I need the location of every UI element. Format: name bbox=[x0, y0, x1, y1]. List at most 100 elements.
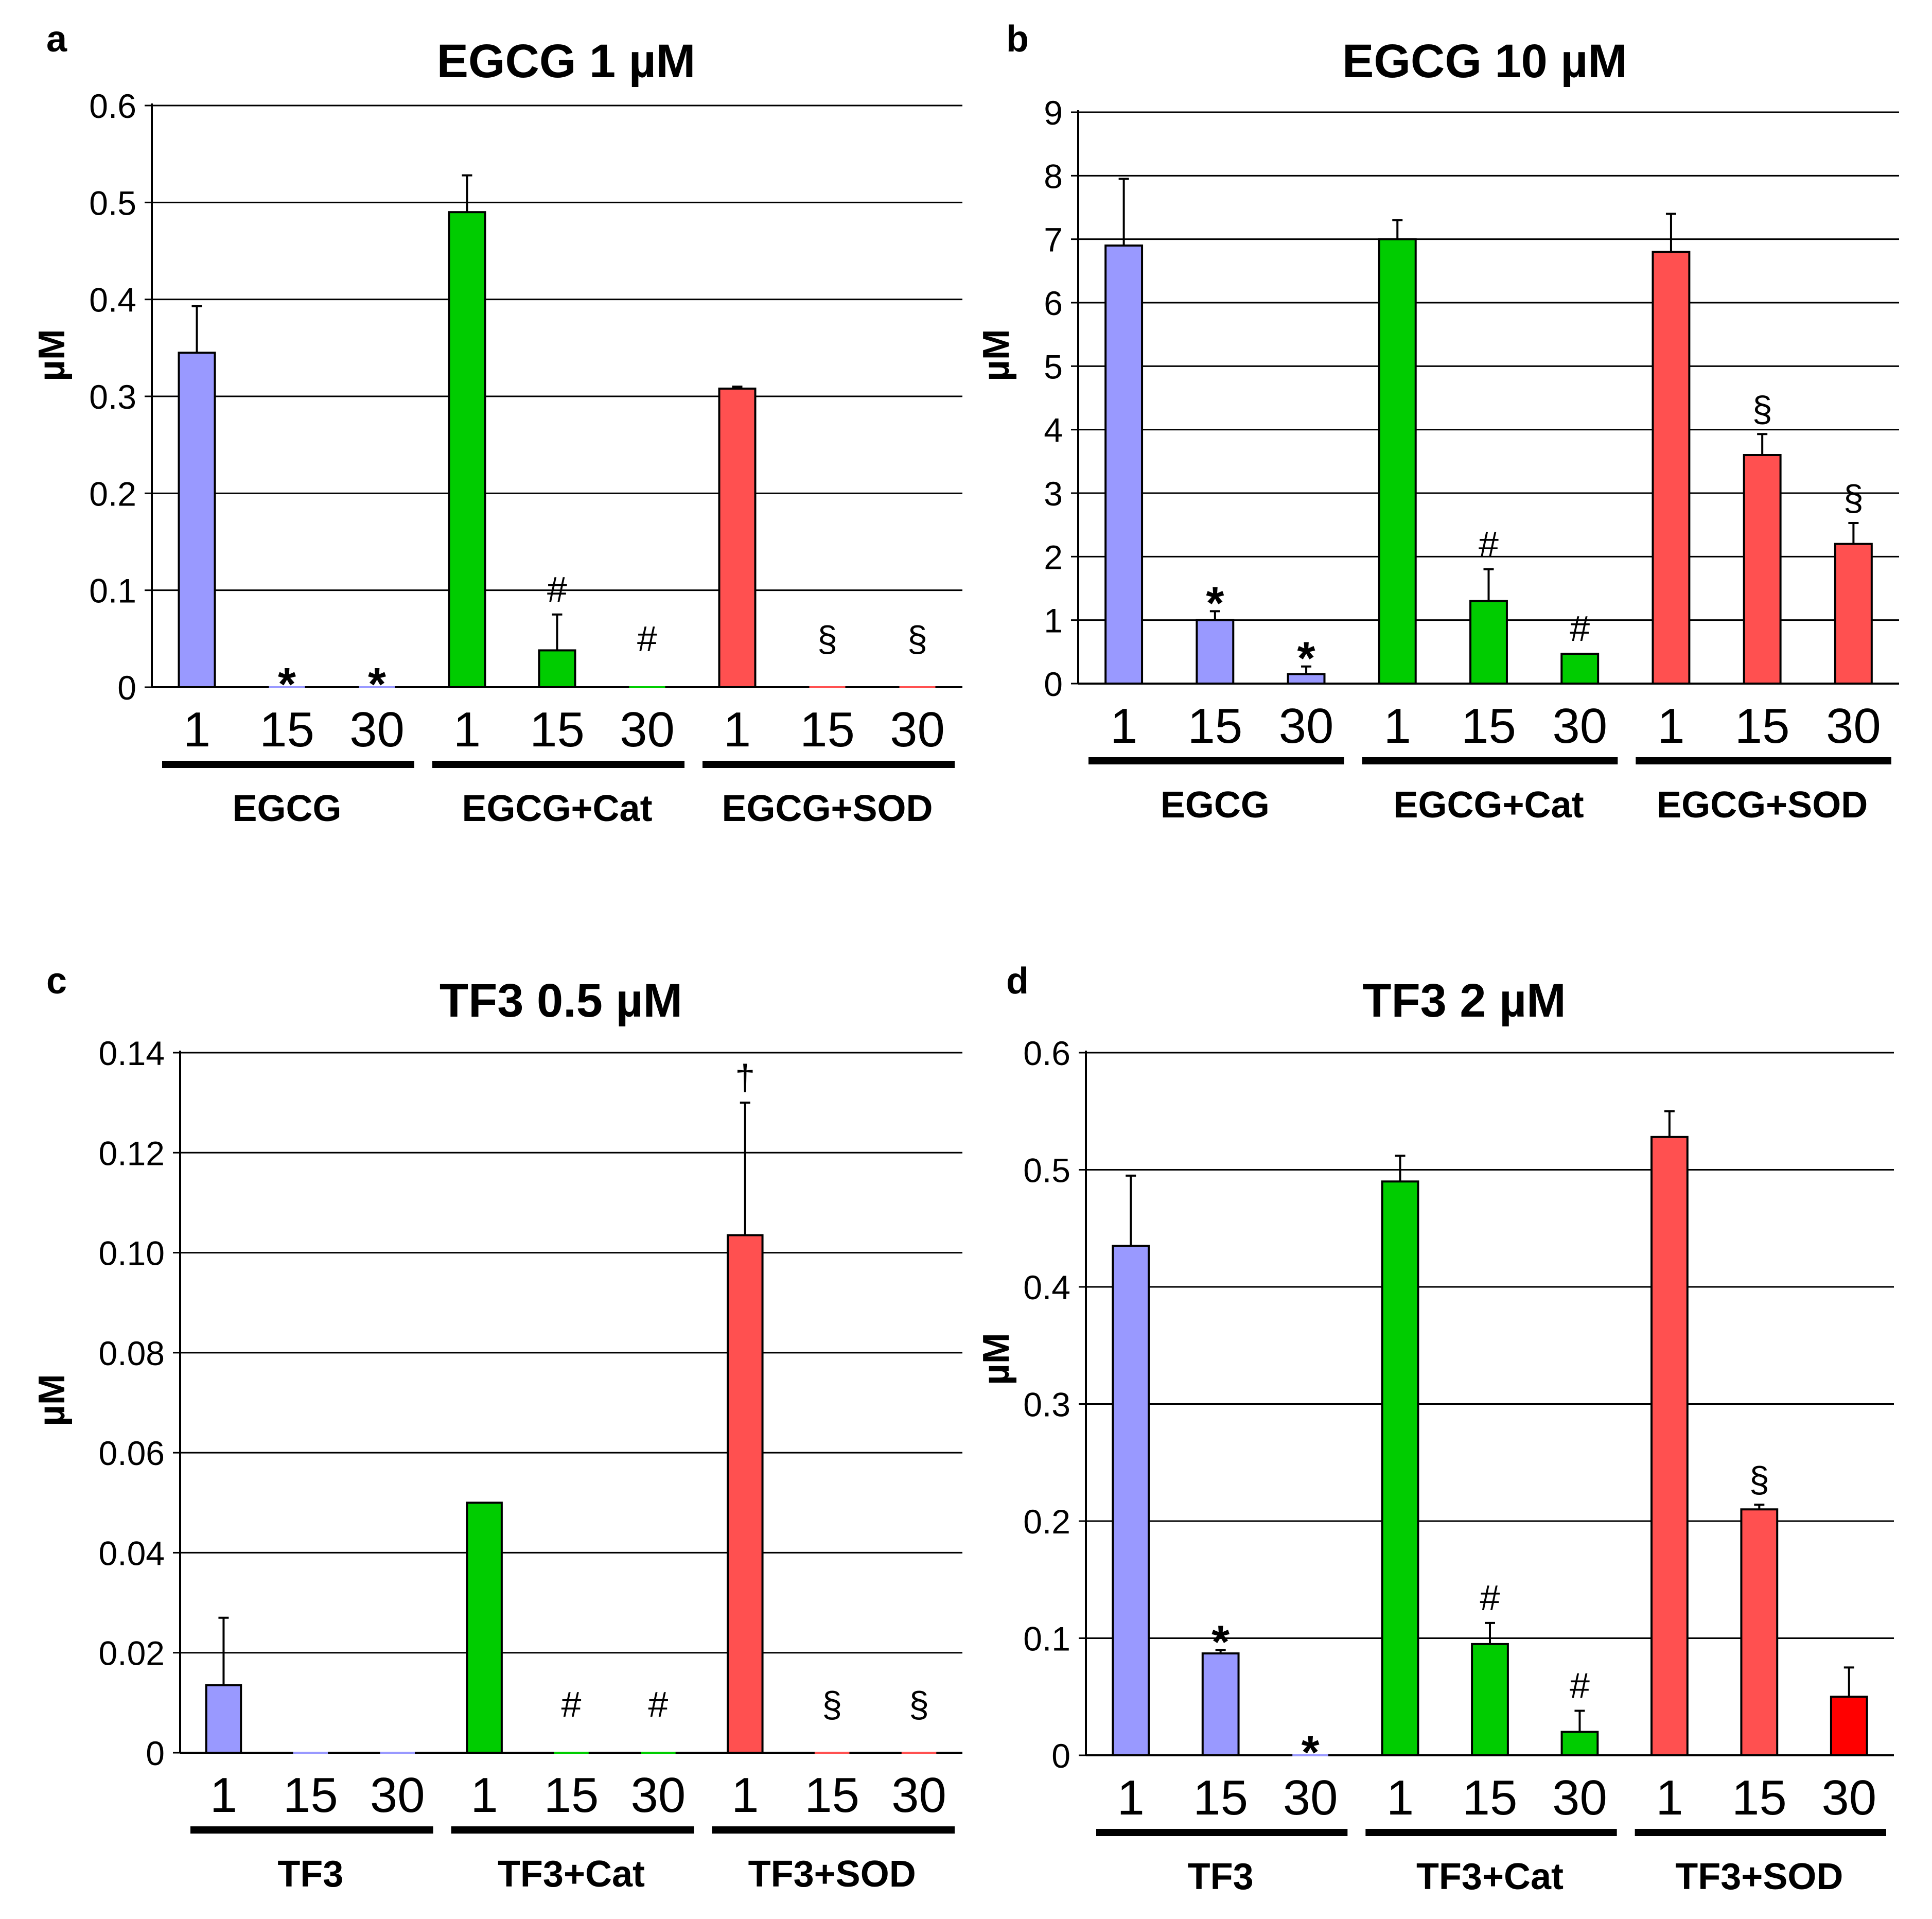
significance-mark: § bbox=[817, 619, 837, 659]
x-tick-label: 1 bbox=[731, 1768, 759, 1823]
panel-letter: c bbox=[46, 961, 67, 1002]
x-tick-label: 30 bbox=[1552, 699, 1607, 754]
bar bbox=[1834, 543, 1873, 685]
y-tick-label: 0.1 bbox=[1023, 1620, 1070, 1658]
x-tick-label: 15 bbox=[1187, 699, 1242, 754]
y-tick-label: 7 bbox=[1044, 221, 1063, 259]
group-label: EGCG bbox=[1161, 784, 1270, 826]
group-label: EGCG+SOD bbox=[722, 788, 933, 829]
x-tick-label: 1 bbox=[470, 1768, 498, 1823]
bar bbox=[1830, 1696, 1868, 1756]
y-axis-label: µM bbox=[976, 1333, 1017, 1385]
bar bbox=[1560, 653, 1600, 685]
y-tick-label: 0.4 bbox=[1023, 1268, 1070, 1306]
bar bbox=[1378, 238, 1417, 685]
group-label: TF3+Cat bbox=[1416, 1856, 1564, 1897]
x-tick-label: 30 bbox=[1279, 699, 1334, 754]
bar bbox=[448, 211, 486, 688]
group-label: TF3+SOD bbox=[748, 1854, 916, 1895]
y-axis-label: µM bbox=[31, 329, 73, 381]
y-tick-label: 0.4 bbox=[89, 281, 136, 319]
x-tick-label: 15 bbox=[1735, 699, 1790, 754]
bar bbox=[538, 649, 576, 689]
x-tick-label: 15 bbox=[804, 1768, 859, 1823]
x-tick-label: 1 bbox=[1384, 699, 1411, 754]
bar bbox=[178, 352, 216, 688]
y-tick-label: 0 bbox=[117, 669, 136, 707]
x-tick-label: 30 bbox=[349, 702, 405, 757]
significance-mark: # bbox=[648, 1684, 668, 1724]
y-tick-label: 1 bbox=[1044, 602, 1063, 640]
y-tick-label: 0 bbox=[1051, 1737, 1070, 1775]
y-tick-label: 0 bbox=[1044, 665, 1063, 703]
significance-mark: § bbox=[1752, 389, 1772, 429]
significance-mark: * bbox=[368, 659, 386, 710]
y-tick-label: 0.12 bbox=[99, 1134, 165, 1172]
panel-a: a EGCG 1 µM µM 00.10.20.30.40.50.61*15*3… bbox=[31, 19, 962, 829]
panel-c: c TF3 0.5 µM µM 0 0.02 0.04 0.06 0.08 0.10 0.1… bbox=[31, 961, 962, 1895]
y-tick-label: 0.3 bbox=[89, 378, 136, 416]
significance-mark: # bbox=[561, 1684, 582, 1724]
significance-mark: * bbox=[1211, 1616, 1230, 1668]
significance-mark: § bbox=[909, 1684, 929, 1724]
y-tick-label: 5 bbox=[1044, 347, 1063, 386]
panel-letter: a bbox=[46, 19, 67, 60]
chart-title: EGCG 10 µM bbox=[1342, 35, 1627, 88]
x-tick-label: 15 bbox=[1732, 1770, 1787, 1825]
x-tick-label: 1 bbox=[453, 702, 481, 757]
x-tick-label: 1 bbox=[1110, 699, 1137, 754]
x-tick-label: 30 bbox=[1821, 1770, 1876, 1825]
panel-b: b EGCG 10 µM µM 01234567891*15*30EGCG1#1… bbox=[976, 19, 1899, 826]
bar bbox=[1112, 1245, 1150, 1756]
x-tick-label: 1 bbox=[210, 1768, 237, 1823]
x-tick-label: 30 bbox=[1826, 699, 1881, 754]
group-label: TF3+SOD bbox=[1675, 1856, 1843, 1897]
significance-mark: # bbox=[1480, 1578, 1500, 1618]
significance-mark: § bbox=[907, 619, 927, 659]
significance-mark: * bbox=[1206, 578, 1224, 629]
bar bbox=[1469, 600, 1508, 685]
x-tick-label: 30 bbox=[370, 1768, 425, 1823]
bar bbox=[205, 1684, 242, 1754]
bar bbox=[1201, 1652, 1240, 1756]
group-label: TF3+Cat bbox=[498, 1854, 645, 1895]
bar bbox=[727, 1234, 764, 1754]
x-tick-label: 30 bbox=[891, 1768, 946, 1823]
bar bbox=[1652, 251, 1691, 685]
y-axis-label: µM bbox=[31, 1374, 73, 1426]
x-tick-label: 15 bbox=[259, 702, 314, 757]
significance-mark: # bbox=[1570, 608, 1590, 649]
x-tick-label: 15 bbox=[544, 1768, 599, 1823]
x-tick-label: 1 bbox=[183, 702, 210, 757]
bar bbox=[1381, 1180, 1419, 1756]
x-tick-label: 1 bbox=[1117, 1770, 1145, 1825]
bar bbox=[466, 1502, 503, 1754]
significance-mark: # bbox=[1570, 1666, 1590, 1706]
x-tick-label: 1 bbox=[1657, 699, 1684, 754]
bar bbox=[1650, 1136, 1689, 1756]
group-label: EGCG+Cat bbox=[1393, 784, 1584, 826]
y-tick-label: 4 bbox=[1044, 411, 1063, 449]
x-tick-label: 1 bbox=[1656, 1770, 1683, 1825]
group-label: EGCG+Cat bbox=[462, 788, 652, 829]
significance-mark: § bbox=[822, 1684, 842, 1724]
y-tick-label: 3 bbox=[1044, 475, 1063, 513]
bar bbox=[1196, 619, 1235, 685]
x-tick-label: 1 bbox=[1386, 1770, 1414, 1825]
significance-mark: * bbox=[278, 659, 296, 710]
y-tick-label: 0.06 bbox=[99, 1434, 165, 1472]
x-tick-label: 15 bbox=[1193, 1770, 1248, 1825]
group-label: TF3 bbox=[1188, 1856, 1254, 1897]
x-tick-label: 30 bbox=[620, 702, 675, 757]
y-tick-label: 0.5 bbox=[89, 184, 136, 222]
y-tick-label: 6 bbox=[1044, 284, 1063, 322]
x-tick-label: 30 bbox=[890, 702, 945, 757]
bar bbox=[1560, 1731, 1599, 1756]
y-tick-label: 9 bbox=[1044, 94, 1063, 132]
significance-mark: * bbox=[1302, 1727, 1320, 1778]
y-tick-label: 0.10 bbox=[99, 1234, 165, 1272]
y-axis-label: µM bbox=[976, 329, 1017, 381]
significance-mark: # bbox=[547, 569, 567, 609]
significance-mark: # bbox=[637, 619, 657, 659]
